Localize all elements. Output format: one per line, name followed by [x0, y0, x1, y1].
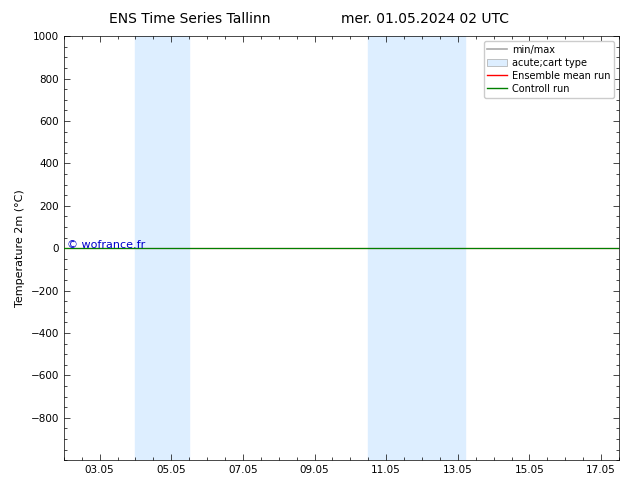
- Text: © wofrance.fr: © wofrance.fr: [67, 240, 146, 250]
- Y-axis label: Temperature 2m (°C): Temperature 2m (°C): [15, 189, 25, 307]
- Legend: min/max, acute;cart type, Ensemble mean run, Controll run: min/max, acute;cart type, Ensemble mean …: [484, 41, 614, 98]
- Text: ENS Time Series Tallinn: ENS Time Series Tallinn: [110, 12, 271, 26]
- Bar: [136, 36, 189, 460]
- Text: mer. 01.05.2024 02 UTC: mer. 01.05.2024 02 UTC: [341, 12, 508, 26]
- Bar: [368, 36, 465, 460]
